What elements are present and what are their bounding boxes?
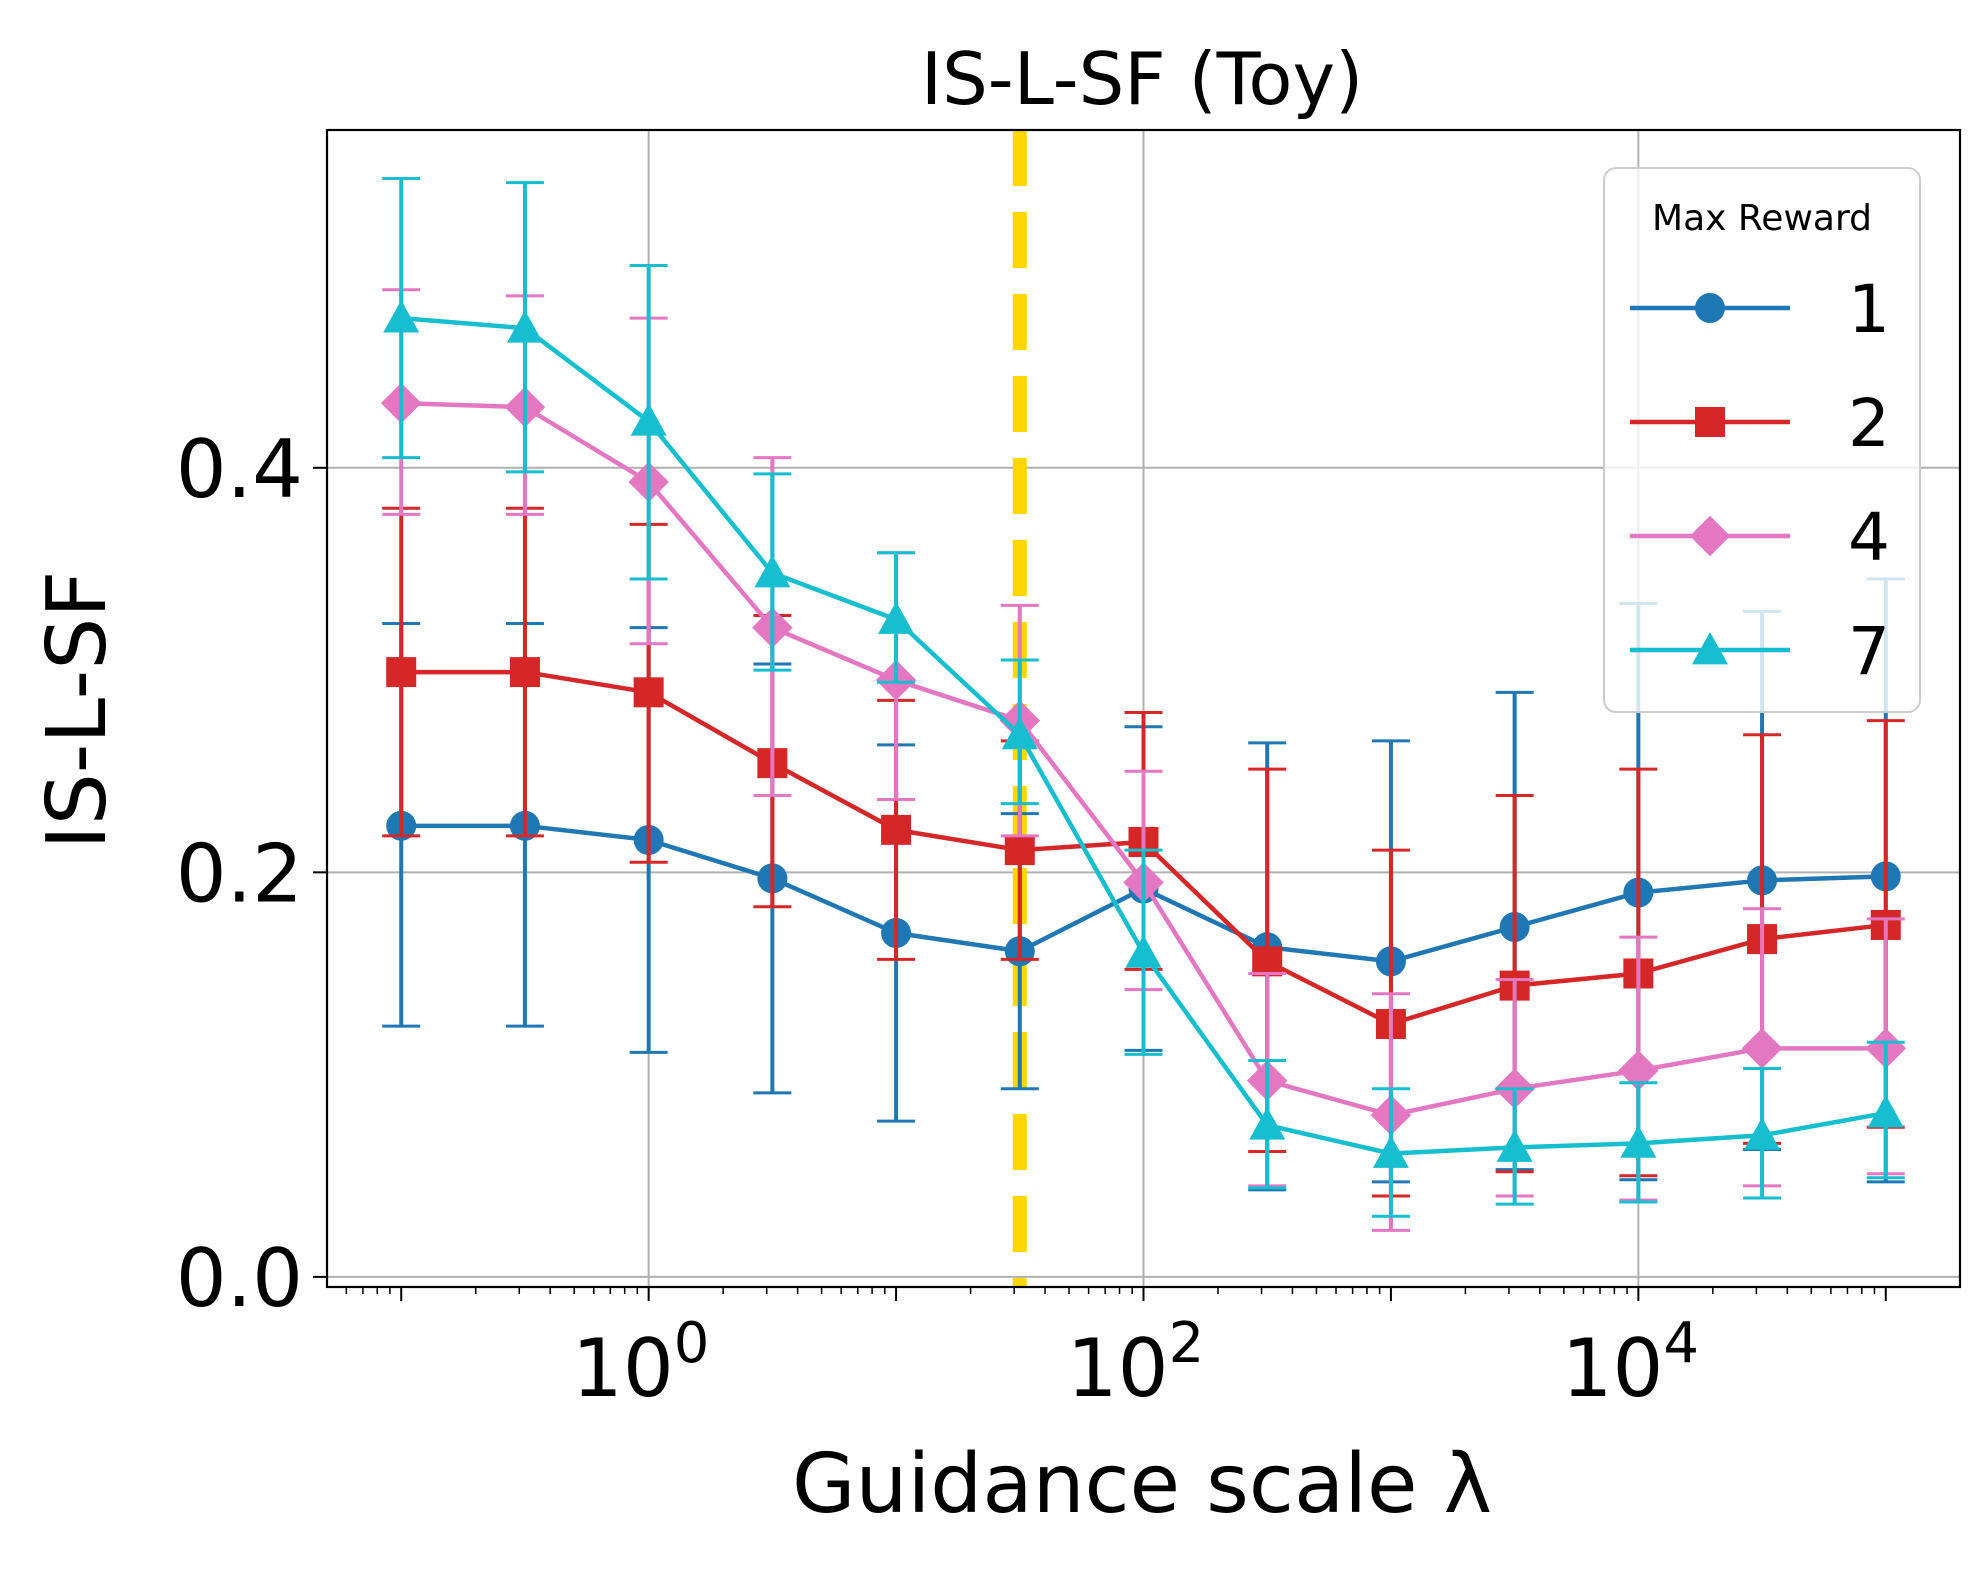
x-tick-exponent: 0 [674, 1311, 710, 1376]
y-axis-label: IS-L-SF [30, 571, 125, 850]
data-point-4 [1618, 1050, 1659, 1091]
x-tick-label: 102 [1067, 1311, 1204, 1415]
legend-entry-1: 1 [1630, 271, 1890, 348]
legend-label-4: 4 [1848, 499, 1890, 576]
data-point-2 [1004, 835, 1035, 866]
legend-entries: 1 2 4 7 [1630, 271, 1890, 690]
data-point-7 [630, 403, 667, 436]
x-tick-label: 100 [572, 1311, 709, 1415]
x-tick-label: 104 [1562, 1311, 1699, 1415]
series-7 [382, 177, 1905, 1218]
legend-marker-2 [1695, 407, 1725, 437]
legend-entry-4: 4 [1630, 499, 1890, 576]
legend-label-7: 7 [1848, 613, 1890, 690]
series-layer [380, 177, 1907, 1232]
chart-title: IS-L-SF (Toy) [921, 37, 1363, 121]
legend-label-1: 1 [1848, 271, 1890, 348]
data-point-7 [506, 310, 543, 343]
data-point-7 [1001, 716, 1038, 750]
data-point-2 [1252, 946, 1283, 977]
data-point-7 [1496, 1129, 1533, 1162]
legend-marker-7 [1692, 632, 1728, 665]
data-point-7 [1372, 1135, 1409, 1168]
legend-marker-4 [1689, 515, 1731, 557]
data-point-4 [1741, 1028, 1783, 1069]
data-point-7 [1744, 1117, 1781, 1150]
legend-entry-7: 7 [1630, 613, 1890, 690]
data-point-2 [881, 814, 912, 845]
y-tick-label: 0.4 [176, 423, 303, 516]
data-point-7 [1867, 1095, 1904, 1128]
legend-frame [1603, 167, 1921, 713]
data-point-7 [383, 300, 420, 333]
data-point-7 [1620, 1125, 1657, 1158]
x-tick-base: 10 [572, 1322, 674, 1415]
x-tick-base: 10 [1067, 1322, 1169, 1415]
legend: Max Reward 1 2 4 7 [1603, 167, 1921, 713]
x-tick-base: 10 [1562, 1322, 1664, 1415]
legend-entry-2: 2 [1630, 385, 1890, 462]
data-point-7 [1125, 935, 1162, 968]
legend-title: Max Reward [1652, 198, 1872, 239]
x-tick-exponent: 2 [1169, 1311, 1205, 1376]
data-point-2 [509, 657, 540, 688]
data-point-7 [1249, 1107, 1286, 1140]
data-point-2 [633, 677, 664, 708]
data-point-7 [878, 601, 915, 634]
x-tick-exponent: 4 [1663, 1311, 1699, 1376]
legend-marker-1 [1695, 293, 1725, 323]
data-point-7 [754, 554, 791, 588]
y-tick-label: 0.0 [176, 1232, 303, 1325]
y-tick-label: 0.2 [176, 827, 303, 920]
x-axis-label: Guidance scale λ [792, 1437, 1492, 1532]
data-point-2 [386, 657, 417, 688]
legend-label-2: 2 [1848, 385, 1890, 462]
